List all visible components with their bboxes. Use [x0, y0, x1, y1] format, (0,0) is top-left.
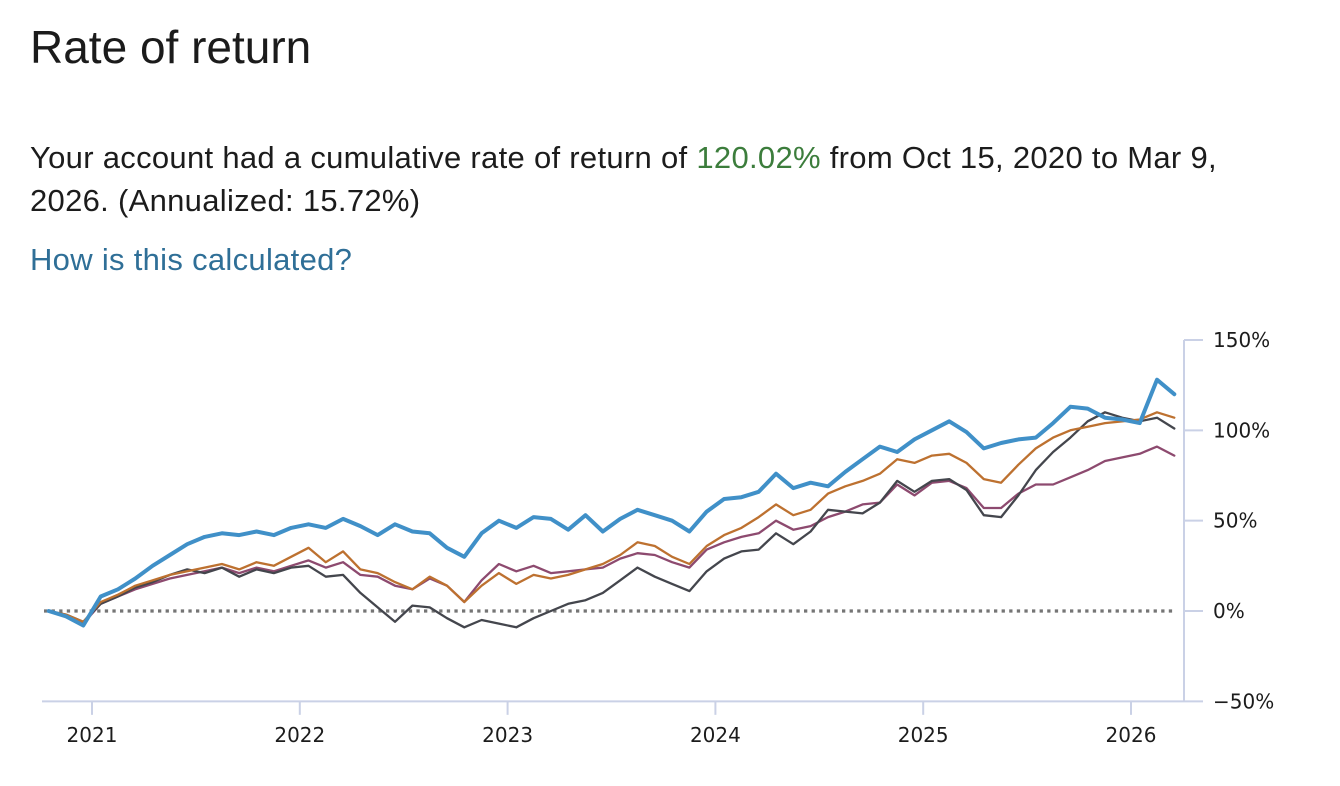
series-line-orange [47, 411, 1176, 623]
how-calculated-link[interactable]: How is this calculated? [30, 242, 353, 277]
x-axis-tick-label: 2022 [274, 723, 325, 747]
summary-dates: from Oct 15, 2020 to Mar 9, [820, 140, 1217, 175]
series-line-dark-gray [47, 411, 1176, 629]
y-axis-tick-label: 50% [1213, 509, 1257, 533]
summary-text: Your account had a cumulative rate of re… [30, 136, 1320, 222]
x-axis-tick-label: 2025 [898, 723, 949, 747]
y-axis-tick-label: 0% [1213, 599, 1245, 623]
x-axis-tick-label: 2023 [482, 723, 533, 747]
summary-annualized: 2026. (Annualized: 15.72%) [30, 183, 421, 218]
series-line-blue [46, 377, 1177, 628]
series-line-purple [47, 445, 1176, 625]
x-axis-tick-label: 2021 [67, 723, 118, 747]
cumulative-return-value: 120.02% [696, 140, 821, 175]
x-axis-tick-label: 2026 [1106, 723, 1157, 747]
x-axis-tick-label: 2024 [690, 723, 741, 747]
y-axis-tick-label: 150% [1213, 328, 1270, 352]
page-title: Rate of return [30, 21, 312, 73]
summary-prefix: Your account had a cumulative rate of re… [30, 140, 697, 175]
y-axis-tick-label: −50% [1213, 689, 1274, 713]
y-axis-tick-label: 100% [1213, 418, 1270, 442]
